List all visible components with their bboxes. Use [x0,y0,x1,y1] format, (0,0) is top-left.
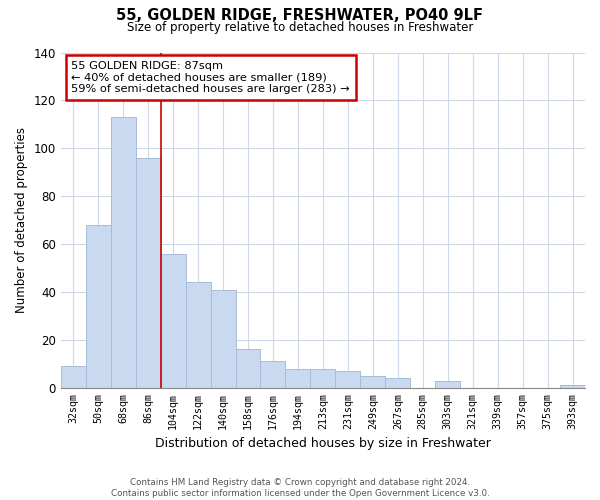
Text: Size of property relative to detached houses in Freshwater: Size of property relative to detached ho… [127,21,473,34]
Bar [310,368,335,388]
Text: 55 GOLDEN RIDGE: 87sqm
← 40% of detached houses are smaller (189)
59% of semi-de: 55 GOLDEN RIDGE: 87sqm ← 40% of detached… [71,61,350,94]
Bar [435,380,460,388]
Text: 55, GOLDEN RIDGE, FRESHWATER, PO40 9LF: 55, GOLDEN RIDGE, FRESHWATER, PO40 9LF [116,8,484,22]
Bar [286,368,310,388]
Bar [260,362,286,388]
Bar [161,254,185,388]
Bar [111,117,136,388]
Bar [361,376,385,388]
Bar [211,290,236,388]
Bar [560,386,585,388]
Bar [136,158,161,388]
X-axis label: Distribution of detached houses by size in Freshwater: Distribution of detached houses by size … [155,437,491,450]
Bar [385,378,410,388]
Bar [86,225,111,388]
Y-axis label: Number of detached properties: Number of detached properties [15,127,28,313]
Bar [61,366,86,388]
Bar [335,371,361,388]
Bar [236,350,260,388]
Text: Contains HM Land Registry data © Crown copyright and database right 2024.
Contai: Contains HM Land Registry data © Crown c… [110,478,490,498]
Bar [185,282,211,388]
